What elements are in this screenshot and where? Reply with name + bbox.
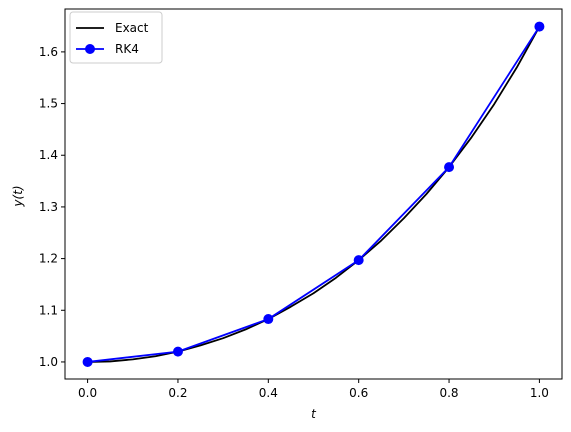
y-tick-label: 1.2: [39, 252, 58, 266]
x-tick-label: 0.4: [259, 386, 278, 400]
y-axis-label: y(t): [11, 185, 25, 207]
x-tick-label: 0.0: [78, 386, 97, 400]
y-tick-label: 1.0: [39, 355, 58, 369]
data-point-rk4: [444, 162, 455, 173]
data-point-rk4: [534, 21, 545, 32]
y-tick-label: 1.3: [39, 200, 58, 214]
y-tick-label: 1.5: [39, 97, 58, 111]
y-tick-label: 1.1: [39, 303, 58, 317]
x-tick-label: 0.6: [349, 386, 368, 400]
x-axis-ticks: 0.0 0.2 0.4 0.6 0.8 1.0: [78, 379, 549, 400]
data-point-rk4: [353, 255, 364, 266]
axes-frame: [64, 8, 563, 380]
legend-marker-rk4: [85, 44, 95, 54]
legend: Exact RK4: [69, 11, 163, 64]
data-point-rk4: [172, 346, 183, 357]
y-axis-ticks: 1.0 1.1 1.2 1.3 1.4 1.5 1.6: [39, 45, 65, 369]
y-tick-label: 1.6: [39, 45, 58, 59]
series-line-rk4: [86, 25, 541, 363]
data-point-rk4: [82, 356, 93, 367]
y-tick-label: 1.4: [39, 148, 58, 162]
legend-label-rk4: RK4: [115, 42, 139, 56]
plot-area: [64, 8, 563, 380]
x-tick-label: 0.2: [168, 386, 187, 400]
legend-label-exact: Exact: [115, 21, 149, 35]
data-point-rk4: [263, 314, 274, 325]
series-line-exact: [86, 25, 541, 363]
x-axis-label: t: [311, 407, 317, 421]
x-tick-label: 0.8: [439, 386, 458, 400]
x-tick-label: 1.0: [530, 386, 549, 400]
